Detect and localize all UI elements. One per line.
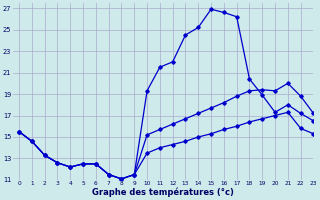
- X-axis label: Graphe des températures (°c): Graphe des températures (°c): [92, 188, 234, 197]
